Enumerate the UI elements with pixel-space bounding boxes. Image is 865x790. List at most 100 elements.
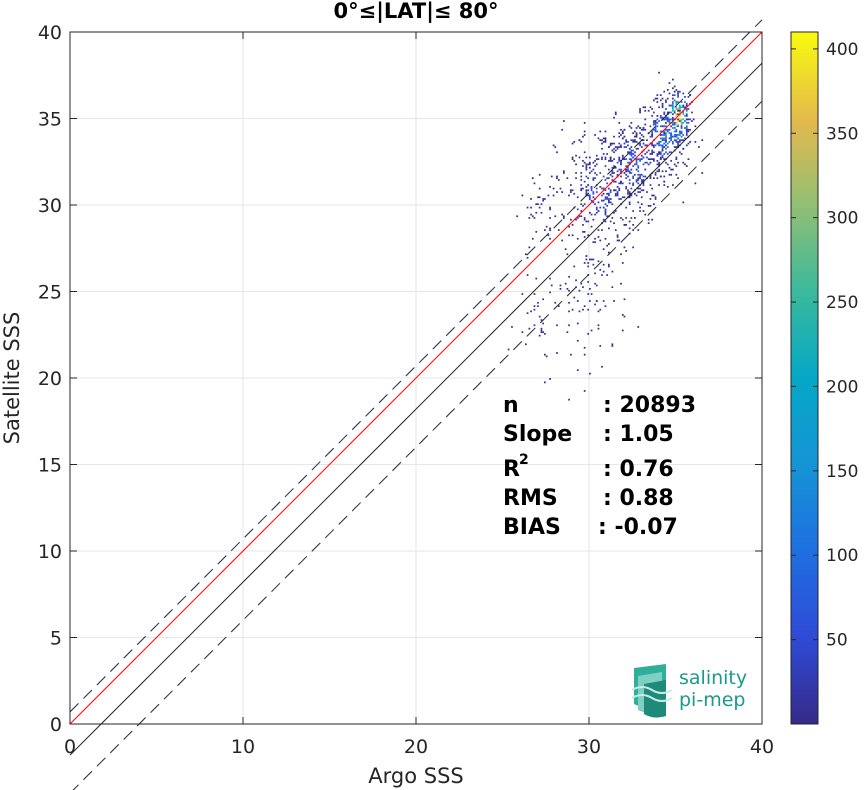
density-cell: [666, 163, 669, 166]
density-cell: [604, 210, 607, 212]
density-cell: [590, 170, 593, 173]
density-cell: [594, 177, 596, 180]
density-cell: [639, 142, 641, 145]
density-cell: [668, 122, 671, 124]
density-cell: [680, 127, 683, 129]
density-cell: [627, 191, 629, 193]
density-cell: [616, 191, 619, 193]
density-cell: [628, 153, 631, 155]
density-cell: [637, 165, 640, 167]
density-cell: [647, 218, 650, 221]
density-cell: [661, 125, 664, 128]
density-cell: [585, 163, 588, 166]
density-cell: [659, 115, 662, 117]
density-cell: [597, 210, 600, 212]
density-cell: [601, 187, 603, 190]
density-cell: [594, 213, 596, 216]
density-cell: [675, 102, 678, 105]
density-cell: [687, 158, 690, 161]
density-cell: [670, 125, 673, 128]
density-cell: [673, 139, 676, 142]
density-cell: [568, 301, 570, 304]
density-cell: [634, 139, 636, 142]
density-cell: [632, 184, 635, 186]
density-cell: [651, 142, 654, 145]
density-cell: [616, 186, 619, 188]
density-cell: [653, 99, 655, 102]
density-cell: [533, 217, 536, 219]
density-cell: [658, 161, 660, 164]
density-cell: [585, 186, 588, 188]
density-cell: [694, 125, 697, 128]
density-cell: [675, 158, 678, 161]
density-cell: [587, 184, 590, 186]
density-cell: [583, 180, 586, 183]
density-cell: [639, 137, 641, 140]
density-cell: [601, 139, 603, 142]
density-cell: [559, 187, 562, 190]
density-cell: [568, 194, 570, 197]
density-cell: [594, 165, 596, 167]
density-cell: [680, 135, 683, 138]
density-cell: [599, 345, 602, 347]
density-cell: [583, 262, 586, 264]
density-cell: [544, 381, 546, 384]
density-cell: [653, 151, 655, 154]
density-cell: [583, 122, 586, 124]
density-cell: [656, 163, 659, 166]
density-cell: [680, 101, 683, 103]
density-cell: [670, 111, 673, 114]
density-cell: [544, 333, 546, 335]
density-cell: [672, 127, 674, 129]
density-cell: [673, 134, 676, 136]
density-cell: [628, 158, 631, 161]
density-cell: [646, 144, 648, 147]
density-cell: [689, 128, 692, 131]
density-cell: [640, 196, 643, 199]
density-cell: [640, 128, 643, 131]
density-cell: [625, 146, 628, 148]
density-cell: [599, 186, 602, 188]
density-cell: [604, 198, 607, 200]
density-cell: [550, 175, 553, 178]
density-cell: [651, 149, 654, 152]
density-cell: [535, 231, 538, 233]
density-cell: [654, 122, 657, 124]
density-cell: [630, 127, 633, 129]
density-cell: [639, 158, 641, 161]
density-cell: [549, 217, 551, 219]
density-cell: [654, 144, 657, 147]
density-cell: [647, 109, 650, 112]
density-cell: [620, 146, 622, 148]
density-cell: [673, 130, 676, 133]
density-cell: [587, 265, 590, 268]
density-cell: [668, 137, 671, 140]
density-cell: [685, 108, 688, 110]
density-cell: [585, 192, 588, 195]
density-cell: [575, 172, 577, 174]
density-cell: [632, 153, 635, 155]
density-cell: [594, 272, 596, 275]
density-cell: [665, 147, 667, 150]
density-cell: [592, 179, 595, 181]
density-cell: [651, 115, 654, 117]
density-cell: [613, 158, 615, 161]
density-cell: [592, 196, 595, 199]
density-cell: [597, 201, 600, 204]
density-cell: [661, 137, 664, 140]
upper-dashed-line: [69, 19, 763, 713]
density-cell: [573, 296, 576, 299]
density-cell: [592, 161, 595, 164]
y-axis-label: Satellite SSS: [0, 312, 24, 445]
density-cell: [608, 243, 610, 245]
density-cell: [616, 161, 619, 164]
density-cell: [580, 215, 583, 218]
density-cell: [578, 156, 581, 159]
density-cell: [684, 127, 686, 129]
density-cell: [649, 125, 652, 128]
density-cell: [597, 229, 600, 231]
density-cell: [677, 96, 679, 98]
density-cell: [611, 179, 614, 181]
density-cell: [613, 116, 615, 119]
density-cell: [589, 196, 591, 199]
